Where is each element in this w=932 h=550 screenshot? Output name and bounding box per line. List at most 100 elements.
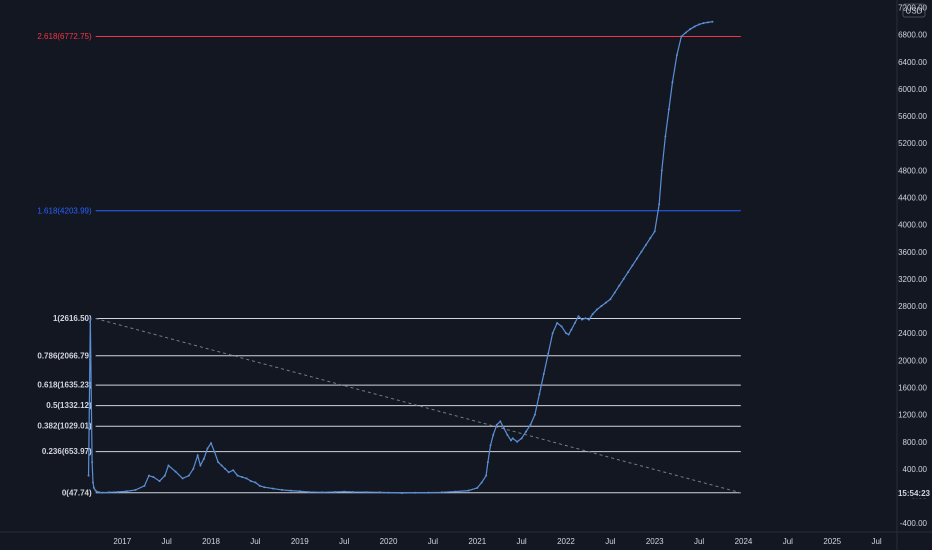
price-point: [236, 474, 239, 477]
time-tick-label: Jul: [694, 537, 704, 546]
price-point: [220, 464, 223, 467]
price-point: [91, 461, 94, 464]
currency-badge-frame: [902, 3, 926, 18]
price-point: [352, 490, 355, 493]
fib-level-labels: 0(47.74) 0.236(653.97) 0.382(1029.01) 0.5(1…: [37, 32, 92, 497]
time-tick-label: Jul: [250, 537, 260, 546]
price-tick-label: 3600.00: [898, 248, 927, 257]
time-tick-label: 2018: [202, 537, 220, 546]
price-point: [202, 457, 205, 460]
time-tick-label: Jul: [516, 537, 526, 546]
time-tick-label: Jul: [783, 537, 793, 546]
price-point: [307, 490, 310, 493]
price-point: [289, 489, 292, 492]
price-point: [116, 490, 119, 493]
price-point: [693, 25, 696, 28]
price-point: [604, 301, 607, 304]
fib-level-lines: [95, 35, 741, 494]
price-point: [224, 467, 227, 470]
price-point: [627, 271, 630, 274]
price-tick-label: 4000.00: [898, 221, 927, 230]
price-point: [98, 491, 101, 494]
price-point: [644, 243, 647, 246]
time-tick-label: 2024: [735, 537, 753, 546]
price-point: [181, 477, 184, 480]
price-point: [241, 476, 244, 479]
price-point: [509, 439, 512, 442]
price-point: [689, 28, 692, 31]
currency-label: USD: [906, 7, 923, 16]
price-point: [622, 277, 625, 280]
price-point: [92, 486, 95, 489]
price-point: [158, 480, 161, 483]
price-point: [414, 491, 417, 494]
price-point: [653, 230, 656, 233]
price-point: [640, 250, 643, 253]
price-point: [492, 433, 495, 436]
time-tick-label: 2025: [823, 537, 841, 546]
price-point: [254, 481, 257, 484]
price-point: [320, 491, 323, 494]
price-point: [174, 470, 177, 473]
price-point: [551, 332, 554, 335]
price-point: [502, 427, 505, 430]
price-point: [698, 23, 701, 26]
price-point: [533, 413, 536, 416]
time-tick-label: Jul: [339, 537, 349, 546]
price-series: [87, 20, 714, 494]
price-point: [199, 464, 202, 467]
currency-badge[interactable]: USD: [902, 3, 926, 18]
price-tick-label: 2000.00: [898, 356, 927, 365]
price-point: [96, 490, 99, 493]
price-point: [163, 474, 166, 477]
fib-level-label: 0.5(1332.12): [46, 401, 92, 410]
price-point: [400, 491, 403, 494]
price-point: [588, 318, 591, 321]
time-tick-label: 2019: [291, 537, 309, 546]
price-point: [580, 318, 583, 321]
price-tick-label: 2400.00: [898, 329, 927, 338]
price-point: [618, 284, 621, 287]
price-axis[interactable]: 7200.00 6800.00 6400.00 6000.00 5600.00 5200.…: [898, 3, 927, 528]
price-point: [387, 491, 390, 494]
price-tick-label: 3200.00: [898, 275, 927, 284]
time-axis[interactable]: 2017 Jul 2018 Jul 2019 Jul 2020 Jul 2021 Jul 2022 J…: [113, 537, 882, 546]
price-point: [649, 237, 652, 240]
price-point: [245, 477, 248, 480]
price-tick-label: 5600.00: [898, 112, 927, 121]
price-point: [706, 21, 709, 24]
price-point: [480, 481, 483, 484]
price-point: [660, 169, 663, 172]
price-tick-label: 6000.00: [898, 85, 927, 94]
current-time-tag: 15:54:23: [890, 486, 931, 499]
price-point: [187, 474, 190, 477]
price-point: [702, 22, 705, 25]
price-point: [343, 490, 346, 493]
price-tick-label: 800.00: [903, 438, 928, 447]
price-point: [538, 393, 541, 396]
time-tick-label: 2017: [113, 537, 131, 546]
time-tag-background: [890, 486, 930, 499]
price-point: [147, 474, 150, 477]
price-point: [577, 315, 580, 318]
price-tick-label: 5200.00: [898, 139, 927, 148]
price-tick-label: 2800.00: [898, 302, 927, 311]
time-tick-label: 2022: [557, 537, 575, 546]
price-point: [378, 491, 381, 494]
price-point: [91, 481, 94, 484]
price-point: [489, 444, 492, 447]
price-point: [427, 491, 430, 494]
price-point: [476, 486, 479, 489]
price-point: [249, 480, 252, 483]
price-tick-label: 1600.00: [898, 383, 927, 392]
price-point: [298, 490, 301, 493]
fib-level-label: 0.618(1635.23): [37, 381, 92, 390]
price-point: [570, 328, 573, 331]
price-point: [584, 317, 587, 320]
price-point: [567, 333, 570, 336]
price-point: [94, 489, 97, 492]
price-point: [556, 322, 559, 324]
price-point: [591, 313, 594, 316]
